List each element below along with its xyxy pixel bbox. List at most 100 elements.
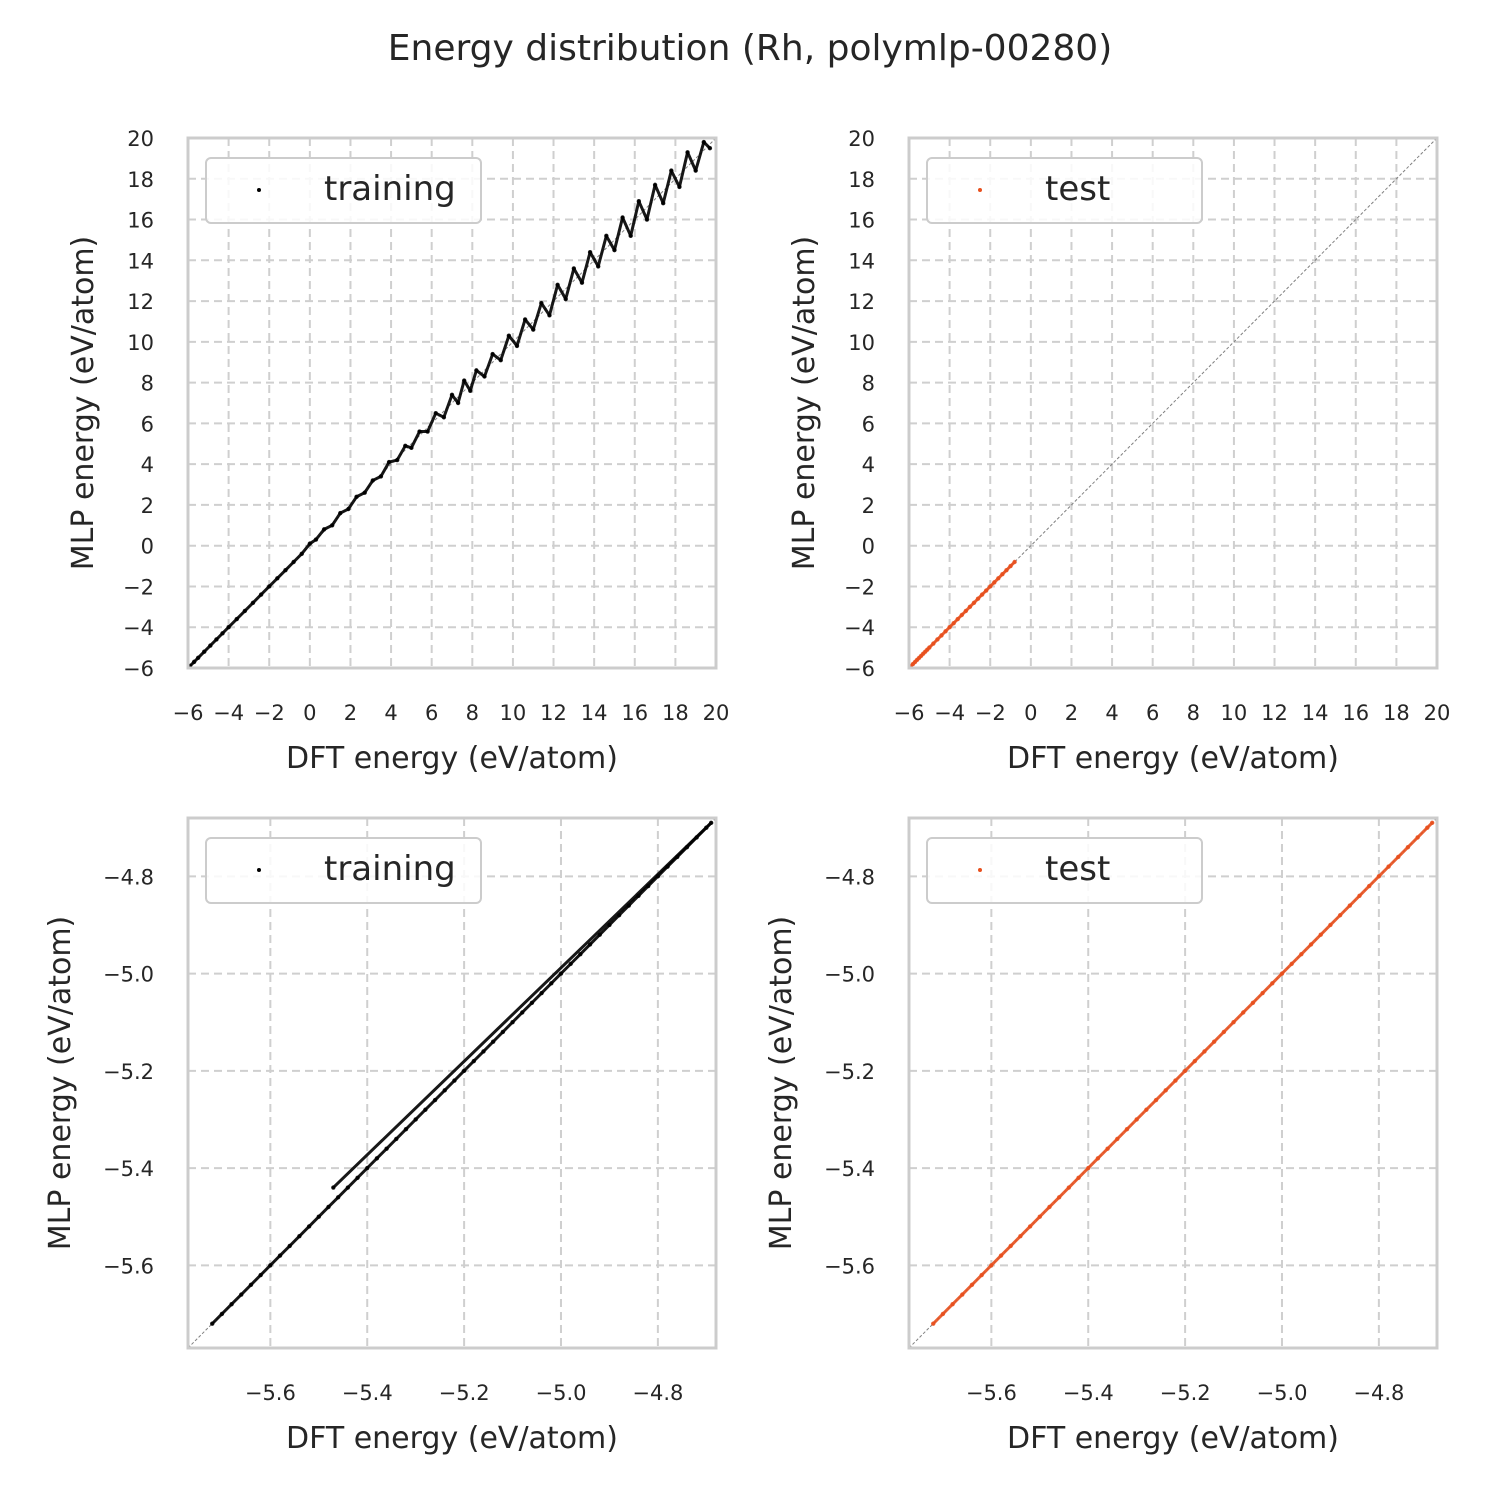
point-band-training: [317, 1205, 330, 1219]
axes-frame: [907, 816, 1439, 1350]
point-band-training: [627, 894, 640, 908]
point-band-training: [452, 1069, 466, 1083]
panel-bottom-right: −5.6 −5.4 −5.2 −5.0 −4.8 −5.6 −5.4 −5.2 −5.0 −4.8…: [764, 816, 1439, 1456]
point-band-training: [249, 1273, 263, 1287]
y-tick-label: 14: [848, 249, 875, 273]
legend-label-test: test: [1045, 169, 1110, 209]
point-band-training: [482, 352, 495, 378]
y-tick-label: 12: [127, 290, 154, 314]
point-band-training: [275, 568, 287, 580]
point-band-training: [499, 334, 511, 362]
legend-marker: [978, 868, 982, 872]
point-band-training: [307, 1215, 321, 1228]
point-band-training: [356, 1166, 369, 1180]
point-band-test: [1154, 1088, 1168, 1102]
y-tick-label: −4: [844, 616, 875, 640]
y-tick-label: −5.2: [103, 1060, 154, 1084]
y-axis-label: MLP energy (eV/atom): [43, 916, 78, 1251]
y-axis-label: MLP energy (eV/atom): [66, 236, 101, 571]
point-band-test: [1377, 865, 1391, 878]
y-tick-label: 20: [848, 127, 875, 151]
point-band-training: [507, 334, 519, 348]
point-band-training: [474, 368, 486, 378]
point-band-training: [363, 478, 375, 495]
x-tick-label: 16: [1342, 701, 1369, 725]
y-tick-label: 10: [848, 331, 875, 355]
point-band-training: [578, 942, 592, 956]
y-tick-label: 12: [848, 290, 875, 314]
y-tick-label: 16: [127, 209, 154, 233]
point-band-test: [1106, 1137, 1119, 1151]
point-band-test: [1309, 933, 1323, 946]
y-tick-label: 8: [141, 372, 154, 396]
point-band-training: [338, 507, 350, 515]
point-band-training: [468, 368, 478, 393]
point-band-training: [661, 169, 673, 205]
point-band-test: [1387, 855, 1400, 869]
y-tick-label: −6: [844, 657, 875, 681]
y-tick-label: −6: [123, 657, 154, 681]
x-tick-label: −5.0: [535, 1381, 586, 1405]
y-tick-label: 4: [862, 453, 875, 477]
y-tick-label: −5.0: [824, 963, 875, 987]
point-band-training: [375, 1147, 389, 1160]
point-band-training: [564, 266, 576, 301]
x-tick-label: −4.8: [632, 1381, 683, 1405]
point-band-training: [365, 1156, 379, 1170]
point-band-training: [501, 1020, 515, 1034]
point-band-training: [371, 474, 383, 482]
x-tick-label: 12: [1261, 701, 1288, 725]
x-tick-label: 18: [662, 701, 689, 725]
legend: test: [926, 837, 1203, 904]
point-band-training: [629, 199, 641, 238]
x-tick-label: −6: [894, 701, 925, 725]
point-band-training: [426, 411, 438, 434]
legend-box: [205, 837, 482, 904]
point-band-training: [515, 317, 527, 348]
legend-box: [205, 157, 482, 224]
point-band-training: [588, 250, 600, 268]
point-band-test: [1047, 1195, 1061, 1209]
point-band-training: [230, 1293, 243, 1306]
point-band-training: [259, 1263, 272, 1277]
panel-top-right: −6 −4 −2 0 2 4 6 8 10 12 14 16 18 20 −6 −4 −2 0 2 4 6 8 10 12 14…: [787, 127, 1450, 776]
point-band-test: [1241, 1001, 1255, 1014]
point-band-training: [346, 1176, 360, 1190]
x-tick-label: 16: [621, 701, 648, 725]
point-band-test: [1009, 560, 1017, 568]
point-band-training: [385, 1137, 398, 1151]
y-tick-label: 6: [141, 412, 154, 436]
point-band-training: [531, 301, 543, 332]
x-tick-label: 14: [1302, 701, 1329, 725]
point-band-training: [472, 1049, 485, 1063]
point-band-test: [1348, 894, 1361, 908]
point-band-training: [227, 617, 239, 629]
x-tick-label: 4: [1105, 701, 1118, 725]
point-band-training: [395, 444, 407, 462]
point-band-training: [433, 1088, 447, 1102]
x-tick-label: −5.2: [1160, 1381, 1211, 1405]
x-axis-label: DFT energy (eV/atom): [1007, 1421, 1339, 1456]
panel-bottom-left: −5.6 −5.4 −5.2 −5.0 −4.8 −5.6 −5.4 −5.2 −5.0 −4.8…: [43, 816, 718, 1456]
point-band-training: [456, 379, 466, 405]
x-tick-label: 2: [344, 701, 357, 725]
point-band-training: [596, 234, 608, 268]
x-tick-label: −4.8: [1353, 1381, 1404, 1405]
y-tick-label: −4.8: [824, 865, 875, 889]
y-tick-label: −2: [844, 575, 875, 599]
y-tick-label: 4: [141, 453, 154, 477]
legend-box: [926, 157, 1203, 224]
point-band-training: [523, 317, 535, 332]
point-band-test: [1425, 821, 1434, 830]
point-band-test: [989, 1254, 1003, 1267]
y-tick-label: 20: [127, 127, 154, 151]
point-band-training: [462, 1059, 476, 1073]
x-tick-label: 4: [384, 701, 397, 725]
point-band-training: [636, 884, 650, 898]
point-band-training: [283, 560, 296, 572]
point-band-training: [677, 150, 690, 189]
x-tick-label: 12: [540, 701, 567, 725]
point-band-training: [559, 962, 573, 976]
